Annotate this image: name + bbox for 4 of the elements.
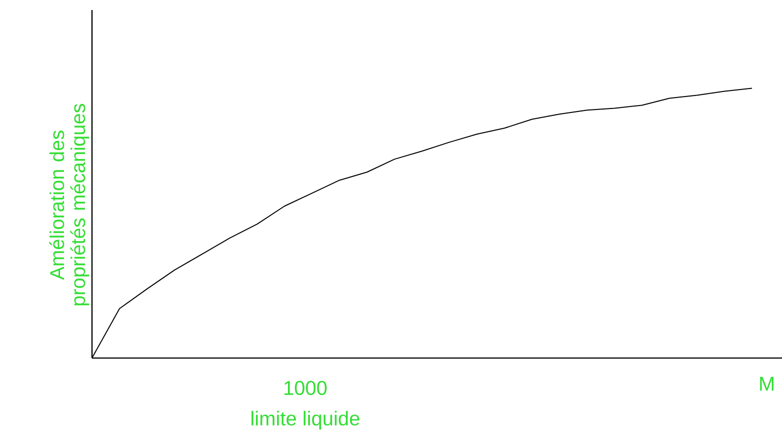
x-axis-title: M <box>760 376 774 391</box>
text: 1000 <box>284 380 327 396</box>
text: limite liquide <box>252 410 360 430</box>
y-axis-title: Amélioration des propriétés mécaniques <box>49 104 90 306</box>
